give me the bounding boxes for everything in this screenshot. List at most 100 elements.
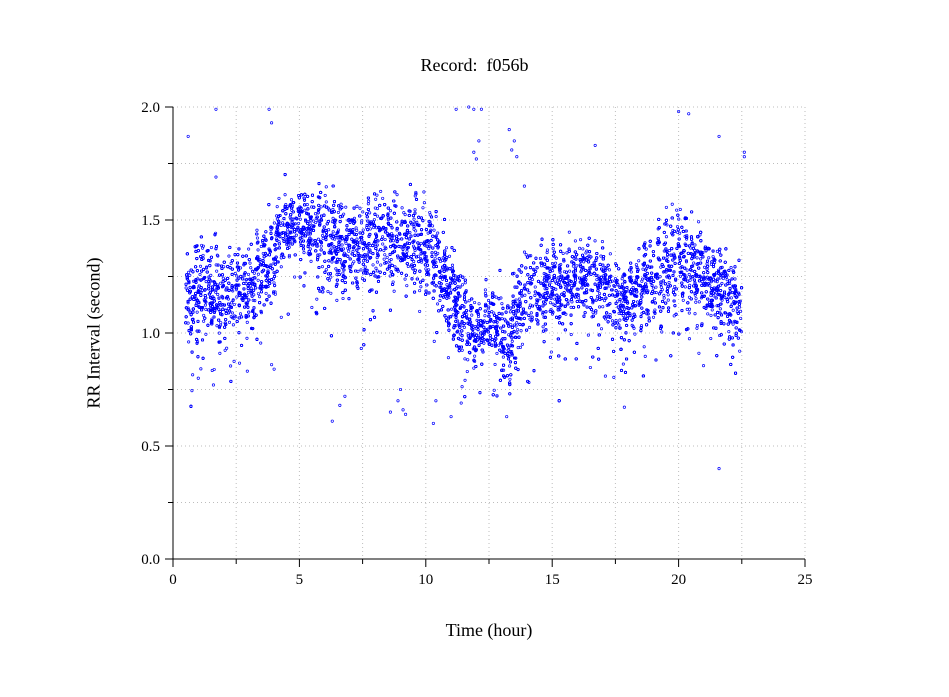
- data-point: [418, 309, 422, 313]
- data-point: [596, 274, 600, 278]
- data-point: [294, 233, 298, 237]
- x-tick-label: 0: [169, 572, 177, 588]
- data-point: [569, 333, 573, 337]
- data-point: [739, 316, 743, 320]
- data-point: [253, 299, 257, 303]
- data-point: [676, 230, 680, 235]
- data-point: [249, 266, 253, 270]
- data-point: [232, 302, 236, 307]
- data-point: [319, 205, 323, 209]
- data-point: [382, 257, 386, 261]
- data-point: [230, 311, 234, 315]
- data-point: [204, 307, 208, 311]
- data-point: [522, 250, 527, 254]
- data-point: [386, 217, 390, 222]
- data-point: [508, 310, 512, 314]
- data-point: [493, 344, 497, 349]
- data-point: [555, 278, 560, 282]
- data-point: [405, 249, 409, 253]
- data-point: [233, 271, 237, 276]
- data-point: [541, 312, 545, 316]
- data-point: [707, 256, 711, 260]
- data-point: [287, 253, 291, 257]
- data-point: [427, 219, 431, 224]
- data-point: [361, 210, 365, 214]
- data-point: [518, 345, 522, 349]
- data-point: [219, 321, 223, 325]
- data-point: [738, 349, 742, 353]
- data-point: [256, 292, 260, 296]
- data-point: [562, 257, 566, 262]
- data-point: [237, 361, 242, 365]
- data-point: [684, 259, 688, 263]
- data-point: [334, 267, 338, 271]
- data-point: [678, 207, 682, 211]
- data-point: [358, 240, 362, 244]
- data-point: [618, 318, 622, 322]
- data-point: [693, 312, 697, 316]
- data-point: [446, 293, 451, 297]
- data-point: [188, 273, 192, 277]
- data-point: [596, 288, 600, 293]
- data-point: [351, 249, 355, 253]
- data-point: [570, 300, 574, 304]
- data-point: [614, 318, 618, 322]
- data-point: [272, 271, 276, 275]
- data-point: [529, 254, 533, 258]
- data-point: [608, 252, 612, 256]
- data-point: [382, 248, 386, 252]
- data-point: [593, 239, 597, 243]
- data-point: [355, 204, 359, 208]
- data-point: [328, 248, 332, 252]
- data-point: [605, 286, 609, 290]
- data-point: [550, 309, 554, 313]
- data-point: [214, 263, 218, 267]
- data-point: [388, 262, 392, 266]
- data-point: [368, 211, 372, 215]
- data-point: [641, 267, 645, 271]
- data-point: [685, 268, 689, 272]
- data-point: [316, 237, 320, 241]
- data-point: [712, 294, 716, 298]
- data-point: [191, 279, 196, 283]
- data-point: [483, 288, 487, 292]
- data-point: [443, 252, 447, 257]
- data-point: [708, 284, 712, 288]
- data-point: [355, 237, 359, 241]
- data-point: [543, 287, 547, 291]
- data-point: [575, 264, 579, 268]
- data-point: [410, 264, 414, 269]
- data-point: [550, 261, 555, 266]
- data-point: [584, 251, 588, 255]
- data-point: [687, 295, 692, 299]
- data-point: [689, 289, 693, 294]
- data-point: [463, 357, 467, 361]
- data-point: [201, 246, 205, 250]
- data-point: [463, 281, 467, 285]
- data-point: [637, 259, 641, 263]
- data-point: [701, 364, 706, 368]
- data-point: [640, 279, 644, 283]
- data-point: [414, 190, 418, 194]
- data-point: [405, 284, 409, 288]
- data-point: [375, 249, 379, 253]
- x-tick-label: 5: [296, 572, 304, 588]
- data-point: [432, 228, 436, 232]
- data-point: [272, 281, 276, 285]
- data-point: [674, 278, 678, 282]
- data-point: [662, 293, 666, 297]
- data-point: [391, 239, 395, 243]
- data-point: [360, 219, 364, 223]
- data-point: [365, 246, 370, 250]
- data-point: [600, 240, 604, 244]
- data-point: [381, 235, 385, 239]
- data-point: [488, 339, 492, 343]
- data-point: [609, 280, 613, 284]
- data-point: [697, 220, 701, 224]
- data-point: [599, 327, 604, 331]
- data-point: [599, 254, 603, 258]
- data-point: [312, 219, 316, 223]
- data-point: [199, 367, 203, 371]
- data-point: [603, 299, 607, 303]
